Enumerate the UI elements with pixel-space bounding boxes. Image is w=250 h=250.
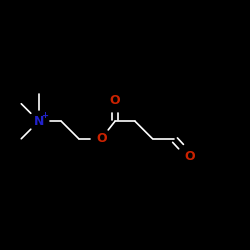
Text: O: O xyxy=(110,94,120,106)
Text: N: N xyxy=(34,115,44,128)
Text: O: O xyxy=(185,150,195,163)
Text: O: O xyxy=(96,132,106,145)
Text: +: + xyxy=(41,111,48,120)
